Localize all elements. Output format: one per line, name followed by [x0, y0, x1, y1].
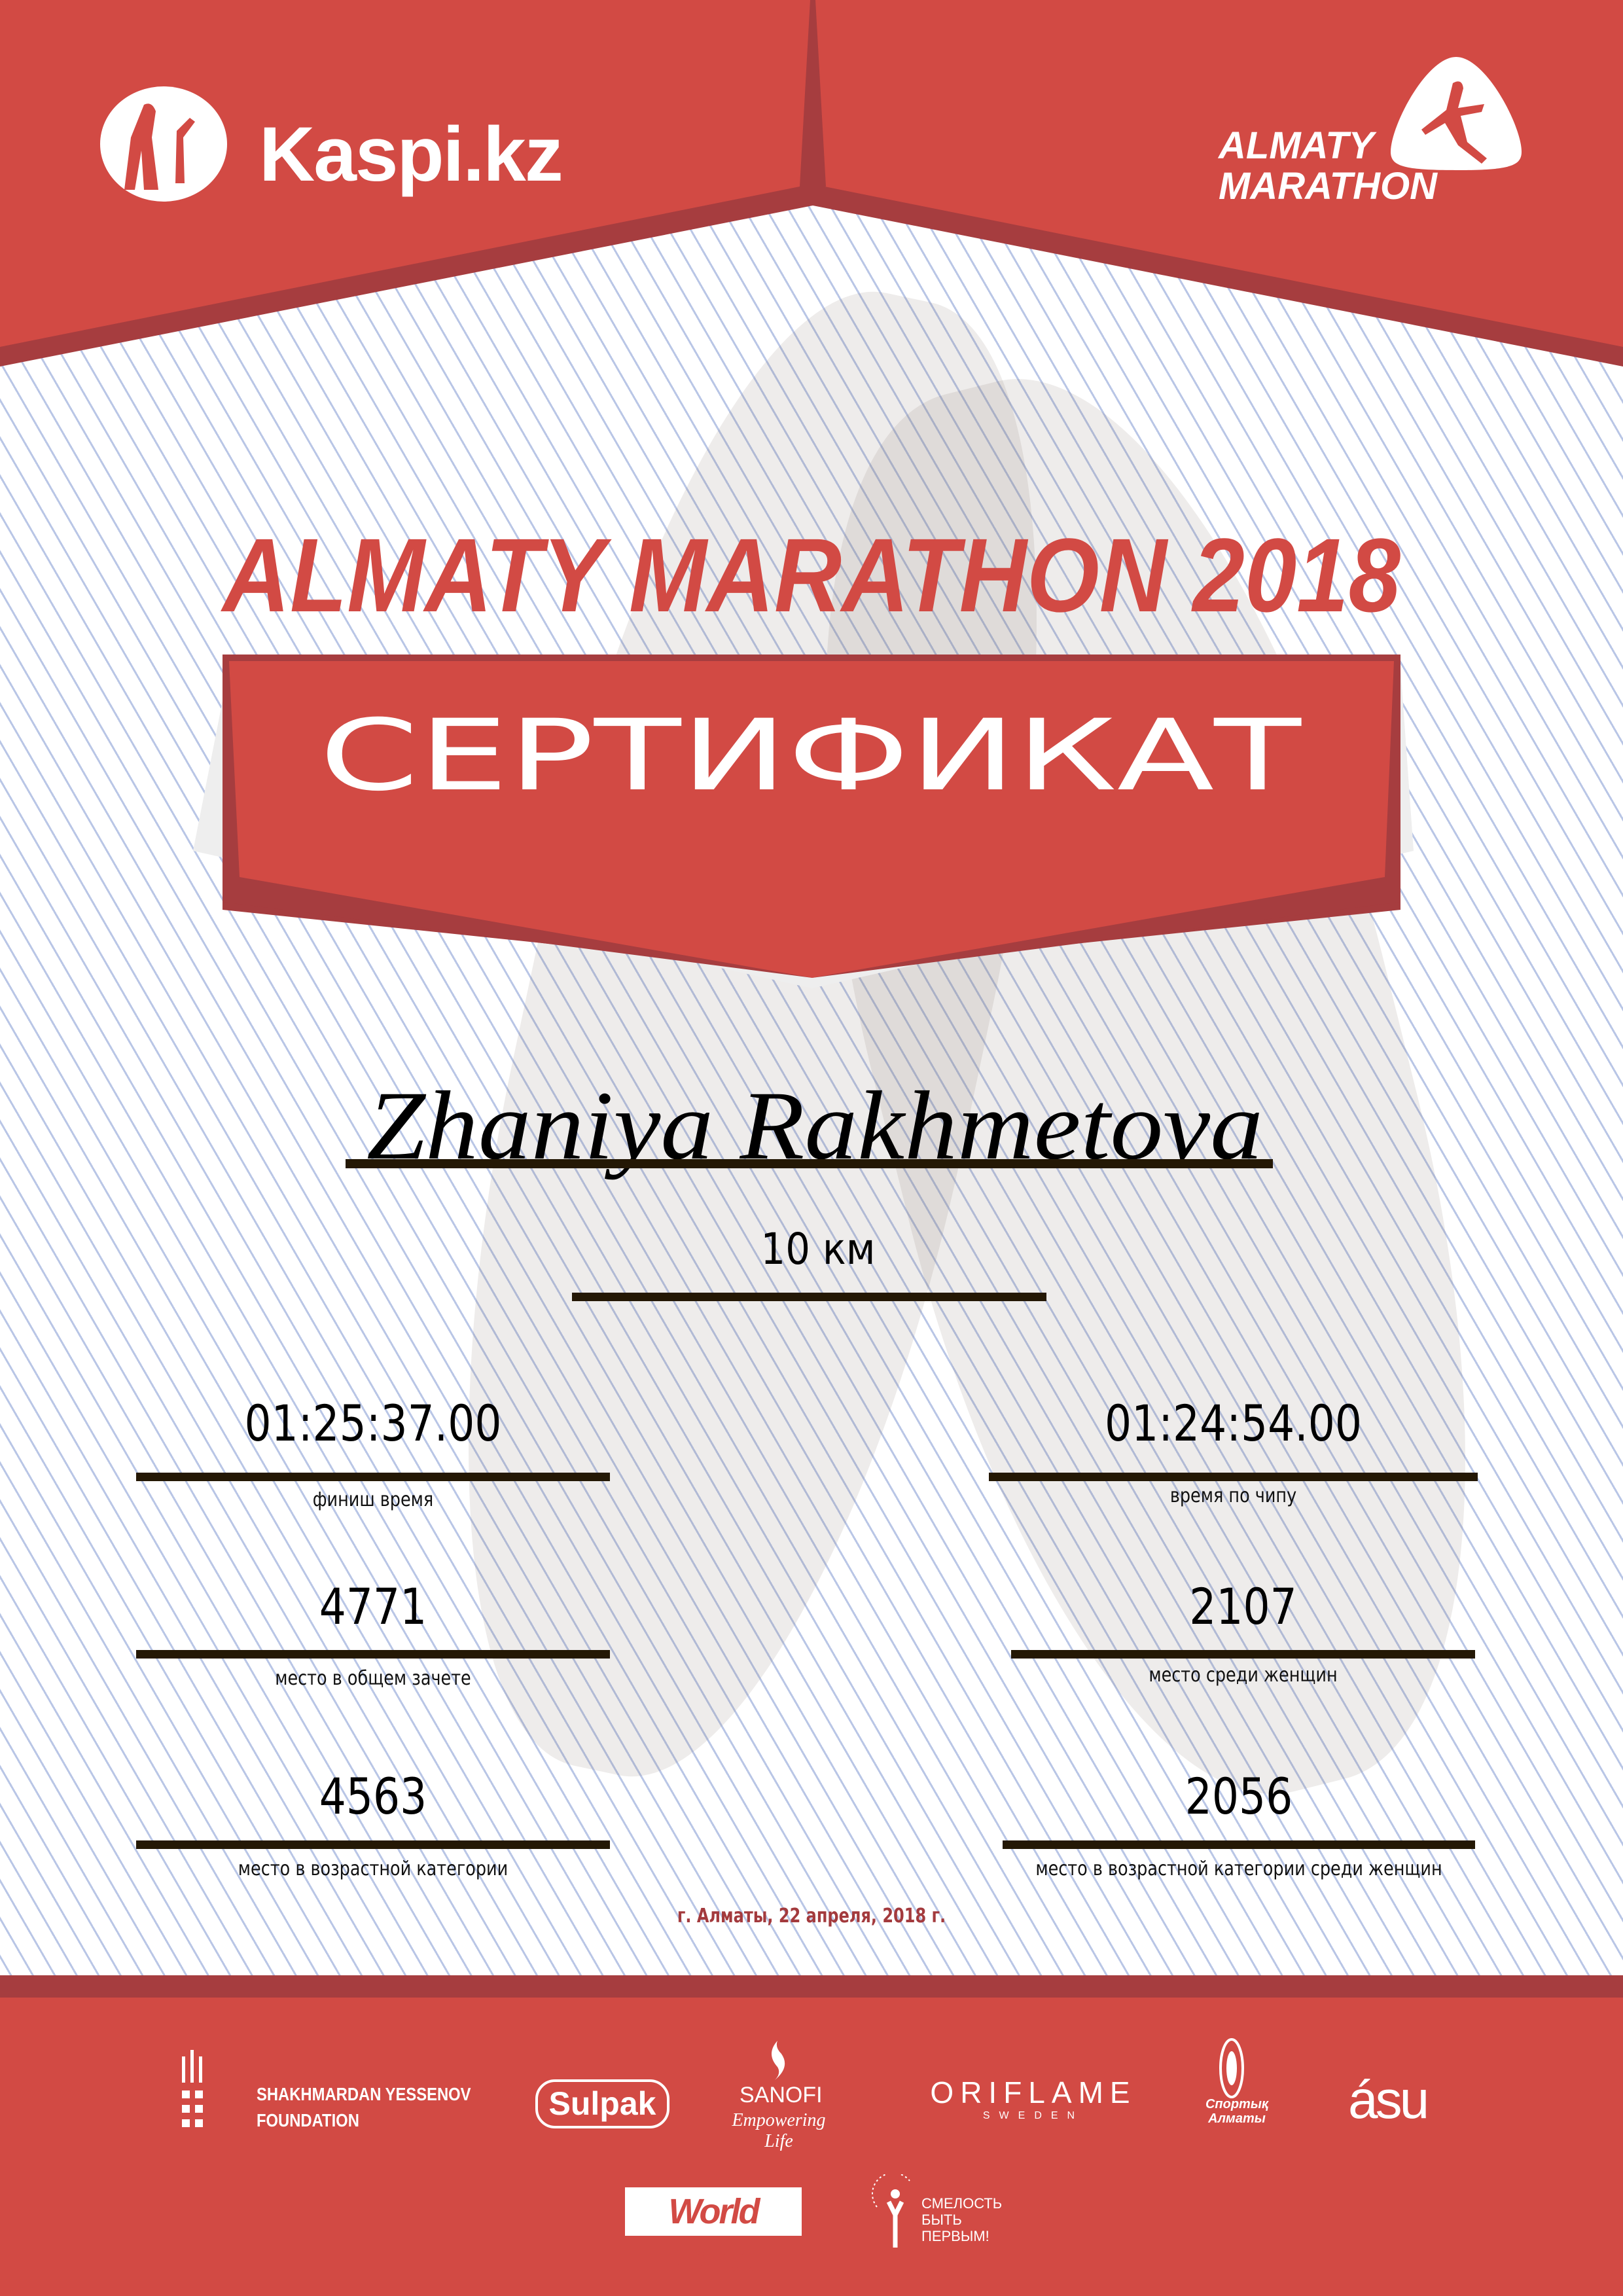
women-place-underline — [1011, 1650, 1475, 1659]
age-women-place-label: место в возрастной категории среди женщи… — [1035, 1857, 1442, 1880]
almaty-marathon-logo-icon — [1391, 57, 1522, 170]
sanofi-logo-text: SANOFI — [740, 2083, 823, 2108]
oriflame-subtitle: SWEDEN — [982, 2110, 1084, 2121]
fund-logo-icon — [872, 2174, 910, 2248]
name-underline — [346, 1159, 1273, 1168]
overall-place-value: 4771 — [319, 1577, 427, 1636]
event-title-text: ALMATY MARATHON 2018 — [220, 524, 1400, 622]
asu-logo: ásu — [1348, 2070, 1429, 2130]
fund-logo-text: СМЕЛОСТЬ БЫТЬ ПЕРВЫМ! — [921, 2195, 1002, 2244]
age-place-value: 4563 — [319, 1767, 427, 1825]
yessenov-logo-text: SHAKHMARDAN YESSENOV FOUNDATION — [257, 2081, 471, 2134]
yessenov-line-1: SHAKHMARDAN YESSENOV — [257, 2084, 471, 2104]
sport-almaty-logo: Спортық Алматы — [1205, 2097, 1269, 2126]
almaty-marathon-logo-text: ALMATY MARATHON — [1219, 126, 1437, 207]
fund-line-2: БЫТЬ — [921, 2212, 962, 2228]
oriflame-logo: ORIFLAME — [930, 2075, 1137, 2109]
finish-time-underline — [136, 1473, 610, 1481]
chip-time-underline — [989, 1473, 1478, 1481]
yessenov-logo-icon — [182, 2050, 203, 2127]
sanofi-tagline: Empowering Life — [732, 2110, 826, 2151]
women-place-label: место среди женщин — [1149, 1664, 1338, 1687]
fund-line-3: ПЕРВЫМ! — [921, 2228, 990, 2244]
distance-underline — [572, 1293, 1046, 1301]
overall-place-label: место в общем зачете — [275, 1667, 471, 1690]
distance: 10 км — [760, 1224, 876, 1274]
event-title: ALMATY MARATHON 2018 — [220, 524, 1400, 622]
sport-almaty-emblem-icon — [1219, 2038, 1244, 2098]
age-place-label: место в возрастной категории — [238, 1857, 508, 1880]
certificate-banner: СЕРТИФИКАТ — [193, 655, 1414, 988]
kaspi-logo-icon — [100, 86, 227, 202]
logo-line-2: MARATHON — [1219, 165, 1437, 207]
age-women-place-value: 2056 — [1185, 1767, 1293, 1825]
sanofi-bird-icon — [772, 2041, 785, 2080]
certificate-title: СЕРТИФИКАТ — [319, 699, 1302, 813]
finish-time-label: финиш время — [312, 1488, 434, 1511]
chip-time-label: время по чипу — [1169, 1484, 1297, 1507]
footer-band-dark — [0, 1975, 1623, 1999]
kaspi-logo-text: Kaspi.kz — [259, 111, 563, 198]
yessenov-line-2: FOUNDATION — [257, 2110, 359, 2130]
finish-time-value: 01:25:37.00 — [244, 1394, 502, 1452]
certificate-date: г. Алматы, 22 апреля, 2018 г. — [677, 1905, 946, 1928]
overall-place-underline — [136, 1650, 610, 1659]
header-banner — [0, 0, 1623, 367]
fund-line-1: СМЕЛОСТЬ — [921, 2195, 1003, 2212]
age-place-underline — [136, 1840, 610, 1849]
logo-line-1: ALMATY — [1219, 124, 1374, 167]
chip-time-value: 01:24:54.00 — [1105, 1394, 1362, 1452]
sulpak-logo: Sulpak — [535, 2079, 669, 2128]
footer-sponsors: SHAKHMARDAN YESSENOV FOUNDATION Sulpak S… — [0, 1998, 1623, 2296]
women-place-value: 2107 — [1189, 1577, 1297, 1636]
age-women-place-underline — [1003, 1840, 1475, 1849]
worldclass-logo: World Class — [625, 2187, 802, 2280]
